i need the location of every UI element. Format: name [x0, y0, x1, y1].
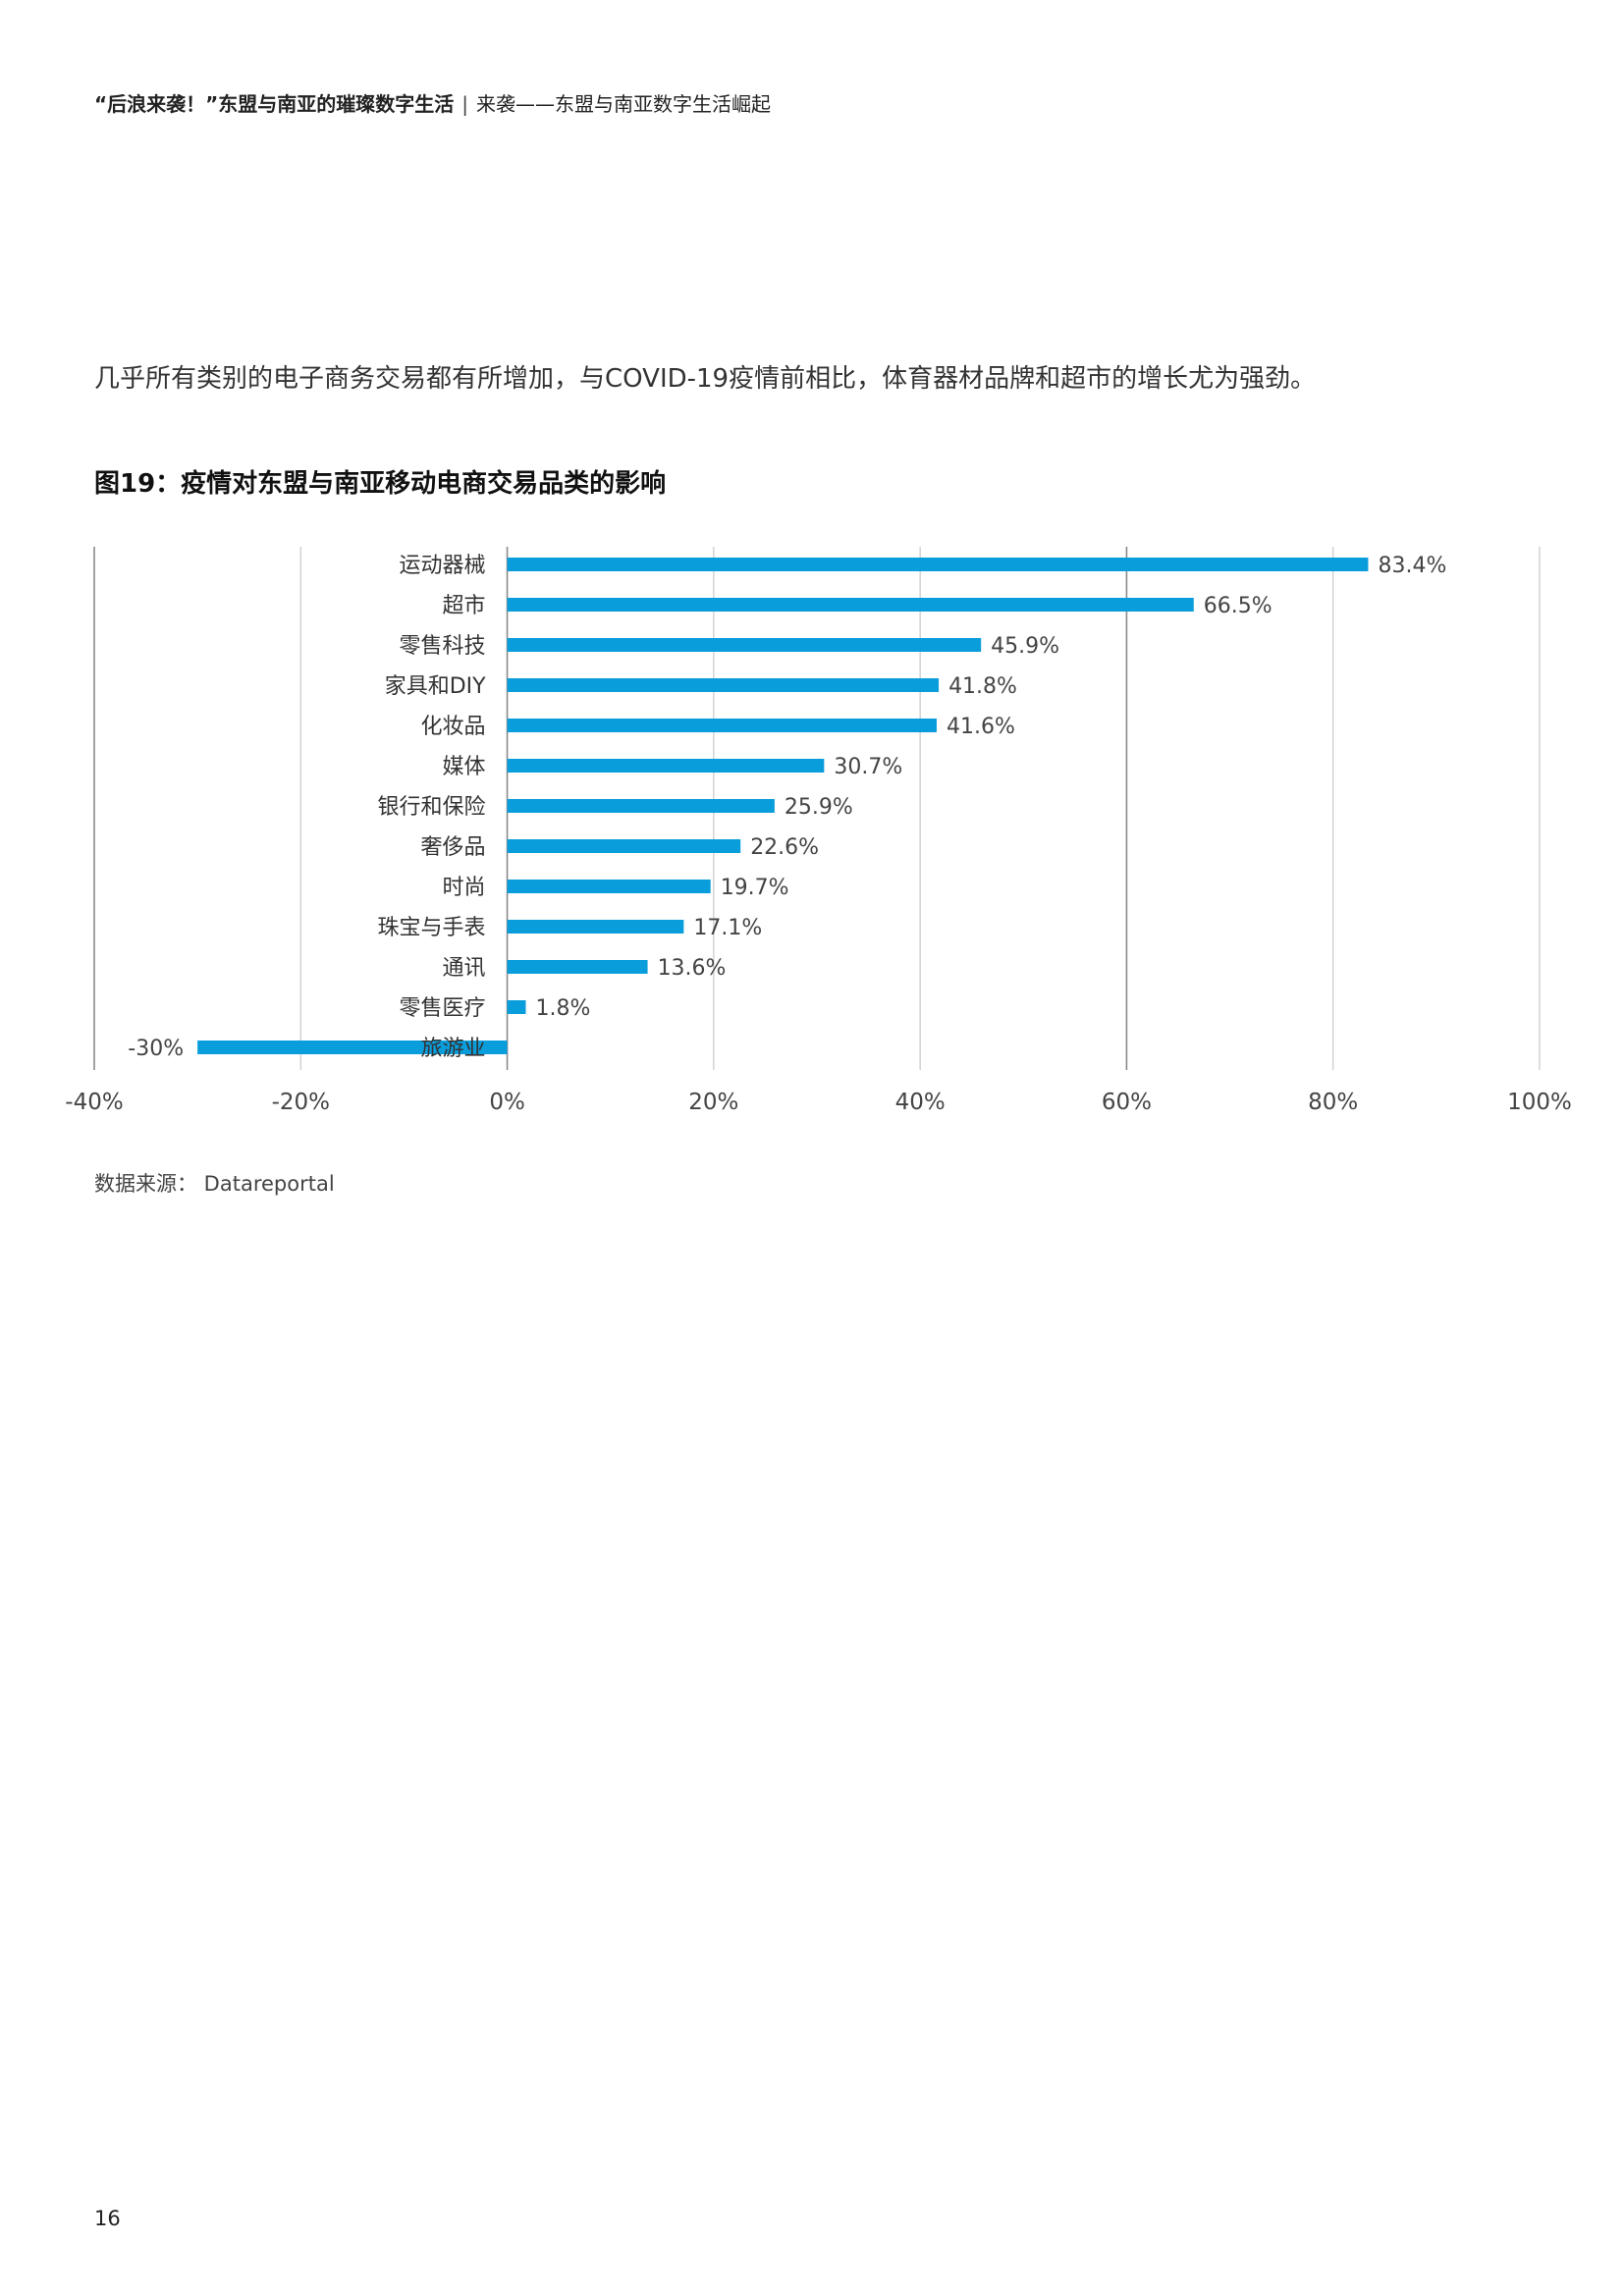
category-label: 旅游业 [421, 1037, 486, 1061]
header-subtitle: 来袭——东盟与南亚数字生活崛起 [476, 92, 772, 116]
intro-paragraph: 几乎所有类别的电子商务交易都有所增加，与COVID-19疫情前相比，体育器材品牌… [94, 364, 1317, 394]
bar [507, 638, 982, 652]
value-label: 22.6% [750, 835, 819, 860]
bar [507, 920, 684, 934]
category-label: 奢侈品 [421, 835, 486, 860]
header-separator: | [461, 92, 469, 116]
category-label: 化妆品 [421, 715, 486, 739]
value-label: 83.4% [1378, 554, 1446, 578]
bar [507, 1000, 526, 1014]
x-tick-label: -40% [65, 1090, 123, 1115]
value-label: 66.5% [1204, 594, 1272, 618]
bar [507, 759, 825, 773]
value-label: 45.9% [991, 634, 1059, 659]
bar [507, 558, 1369, 571]
bar [507, 799, 775, 813]
category-label: 家具和DIY [385, 674, 486, 699]
data-source: 数据来源： Datareportal [94, 1172, 335, 1196]
x-tick-label: 60% [1102, 1090, 1152, 1115]
figure-title: 图19：疫情对东盟与南亚移动电商交易品类的影响 [94, 469, 667, 499]
value-label: -30% [128, 1037, 184, 1061]
labels: 运动器械 83.4% 超市 66.5% 零售科技 45.9% 家具和DIY 41.8% 化妆品 4… [128, 554, 1446, 1061]
value-label: 13.6% [658, 956, 727, 981]
category-label: 珠宝与手表 [378, 916, 486, 940]
value-label: 30.7% [834, 755, 902, 779]
value-label: 17.1% [693, 916, 762, 940]
value-label: 25.9% [785, 795, 853, 820]
page-header: “后浪来袭！”东盟与南亚的璀璨数字生活 | 来袭——东盟与南亚数字生活崛起 [94, 88, 771, 117]
bar [507, 719, 937, 732]
x-tick-label: 0% [489, 1090, 525, 1115]
category-label: 超市 [443, 594, 486, 618]
bar [507, 880, 711, 893]
x-tick-label: -20% [272, 1090, 330, 1115]
bars [197, 558, 1369, 1054]
category-label: 零售医疗 [400, 996, 486, 1021]
bar [197, 1041, 508, 1054]
x-tick-label: 80% [1308, 1090, 1358, 1115]
bar [507, 839, 741, 853]
x-tick-label: 40% [895, 1090, 946, 1115]
page-number: 16 [94, 2207, 121, 2230]
category-label: 通讯 [443, 956, 486, 981]
category-label: 零售科技 [400, 634, 486, 659]
bar [507, 678, 940, 692]
bar [507, 960, 648, 974]
header-title: “后浪来袭！”东盟与南亚的璀璨数字生活 [94, 92, 455, 116]
category-label: 媒体 [443, 755, 486, 779]
value-label: 19.7% [721, 876, 789, 900]
category-label: 运动器械 [400, 554, 486, 578]
bar-chart: 运动器械 83.4% 超市 66.5% 零售科技 45.9% 家具和DIY 41.8% 化妆品 4… [65, 547, 1572, 1115]
x-tick-label: 100% [1507, 1090, 1572, 1115]
bar [507, 598, 1194, 612]
value-label: 41.6% [947, 715, 1015, 739]
category-label: 银行和保险 [378, 795, 486, 820]
x-axis-ticks: -40% -20% 0% 20% 40% 60% 80% 100% [65, 1090, 1572, 1115]
x-tick-label: 20% [688, 1090, 738, 1115]
category-label: 时尚 [443, 876, 486, 900]
value-label: 41.8% [948, 674, 1017, 699]
value-label: 1.8% [535, 996, 590, 1021]
grid-lines [93, 547, 1541, 1070]
